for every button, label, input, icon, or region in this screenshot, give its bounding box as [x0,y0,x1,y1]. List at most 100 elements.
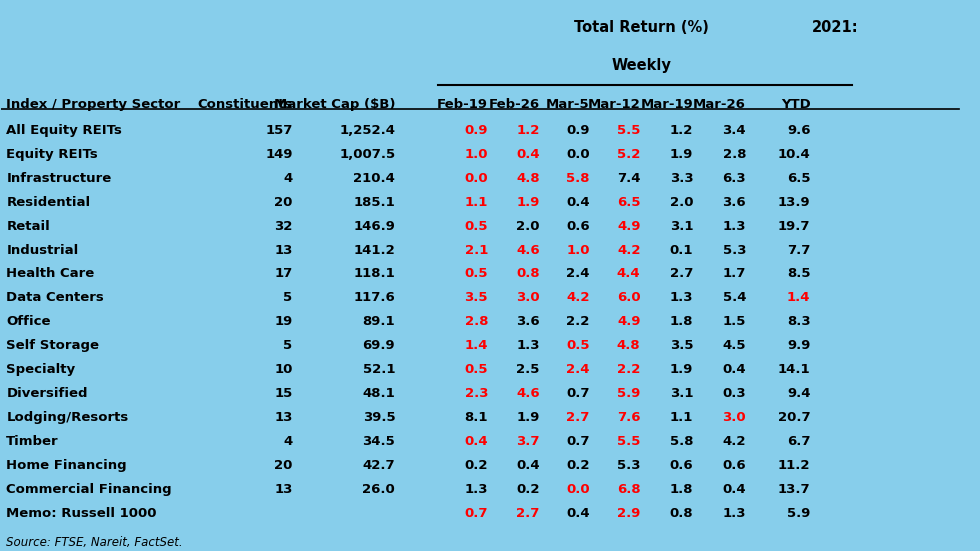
Text: 34.5: 34.5 [363,435,395,448]
Text: Memo: Russell 1000: Memo: Russell 1000 [6,507,157,520]
Text: 6.5: 6.5 [617,196,641,209]
Text: YTD: YTD [781,98,810,111]
Text: 5.8: 5.8 [669,435,693,448]
Text: 3.5: 3.5 [465,291,488,304]
Text: 141.2: 141.2 [354,244,395,257]
Text: 19.7: 19.7 [778,220,810,233]
Text: 2.4: 2.4 [566,363,590,376]
Text: Lodging/Resorts: Lodging/Resorts [6,411,128,424]
Text: 10.4: 10.4 [778,148,810,161]
Text: 4.9: 4.9 [617,220,641,233]
Text: 1.9: 1.9 [516,411,540,424]
Text: 13: 13 [274,483,293,496]
Text: 0.5: 0.5 [465,220,488,233]
Text: 1.3: 1.3 [516,339,540,352]
Text: 0.8: 0.8 [669,507,693,520]
Text: Timber: Timber [6,435,59,448]
Text: 4: 4 [283,172,293,185]
Text: 1.3: 1.3 [722,507,746,520]
Text: 42.7: 42.7 [363,459,395,472]
Text: 4.2: 4.2 [722,435,746,448]
Text: Residential: Residential [6,196,90,209]
Text: 5.8: 5.8 [566,172,590,185]
Text: 2.0: 2.0 [516,220,540,233]
Text: 210.4: 210.4 [354,172,395,185]
Text: 6.8: 6.8 [616,483,641,496]
Text: 0.2: 0.2 [465,459,488,472]
Text: 0.1: 0.1 [669,244,693,257]
Text: 3.0: 3.0 [722,411,746,424]
Text: 20: 20 [274,459,293,472]
Text: 2.9: 2.9 [617,507,641,520]
Text: 157: 157 [266,124,293,137]
Text: 0.7: 0.7 [566,435,590,448]
Text: 3.6: 3.6 [722,196,746,209]
Text: 2.8: 2.8 [465,315,488,328]
Text: 0.5: 0.5 [566,339,590,352]
Text: 0.9: 0.9 [566,124,590,137]
Text: 1.8: 1.8 [669,483,693,496]
Text: 2.7: 2.7 [670,267,693,280]
Text: 4.6: 4.6 [516,387,540,400]
Text: 1.7: 1.7 [722,267,746,280]
Text: 6.3: 6.3 [722,172,746,185]
Text: 2.4: 2.4 [566,267,590,280]
Text: 1.0: 1.0 [465,148,488,161]
Text: 0.4: 0.4 [722,363,746,376]
Text: 0.4: 0.4 [566,196,590,209]
Text: 1.8: 1.8 [669,315,693,328]
Text: 0.6: 0.6 [669,459,693,472]
Text: 8.5: 8.5 [787,267,810,280]
Text: 4.4: 4.4 [616,267,641,280]
Text: 1.1: 1.1 [465,196,488,209]
Text: Mar-5: Mar-5 [546,98,590,111]
Text: 1.9: 1.9 [670,363,693,376]
Text: 9.4: 9.4 [787,387,810,400]
Text: 1.3: 1.3 [465,483,488,496]
Text: 0.5: 0.5 [465,363,488,376]
Text: 1.0: 1.0 [566,244,590,257]
Text: 3.3: 3.3 [669,172,693,185]
Text: 3.6: 3.6 [516,315,540,328]
Text: Retail: Retail [6,220,50,233]
Text: 1.9: 1.9 [670,148,693,161]
Text: 13.9: 13.9 [778,196,810,209]
Text: 52.1: 52.1 [363,363,395,376]
Text: 4: 4 [283,435,293,448]
Text: 0.7: 0.7 [465,507,488,520]
Text: Weekly: Weekly [612,58,671,73]
Text: 8.3: 8.3 [787,315,810,328]
Text: 0.3: 0.3 [722,387,746,400]
Text: 0.0: 0.0 [465,172,488,185]
Text: 69.9: 69.9 [363,339,395,352]
Text: 19: 19 [274,315,293,328]
Text: Health Care: Health Care [6,267,94,280]
Text: Feb-26: Feb-26 [489,98,540,111]
Text: 1,252.4: 1,252.4 [339,124,395,137]
Text: 0.4: 0.4 [465,435,488,448]
Text: 5.3: 5.3 [617,459,641,472]
Text: 3.4: 3.4 [722,124,746,137]
Text: 185.1: 185.1 [354,196,395,209]
Text: Commercial Financing: Commercial Financing [6,483,171,496]
Text: Source: FTSE, Nareit, FactSet.: Source: FTSE, Nareit, FactSet. [6,536,183,549]
Text: Home Financing: Home Financing [6,459,126,472]
Text: 5.4: 5.4 [722,291,746,304]
Text: 3.5: 3.5 [669,339,693,352]
Text: 4.2: 4.2 [617,244,641,257]
Text: 1.9: 1.9 [516,196,540,209]
Text: 5.5: 5.5 [617,124,641,137]
Text: Infrastructure: Infrastructure [6,172,112,185]
Text: 0.2: 0.2 [566,459,590,472]
Text: 0.7: 0.7 [566,387,590,400]
Text: 13: 13 [274,411,293,424]
Text: 0.4: 0.4 [566,507,590,520]
Text: 11.2: 11.2 [778,459,810,472]
Text: 13: 13 [274,244,293,257]
Text: 4.5: 4.5 [722,339,746,352]
Text: 13.7: 13.7 [778,483,810,496]
Text: 8.1: 8.1 [465,411,488,424]
Text: 0.2: 0.2 [516,483,540,496]
Text: Mar-26: Mar-26 [693,98,746,111]
Text: 4.8: 4.8 [616,339,641,352]
